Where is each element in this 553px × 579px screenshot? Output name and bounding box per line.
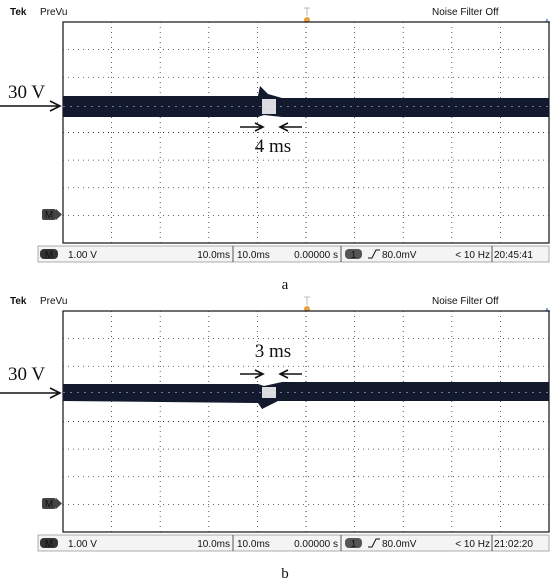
mode: PreVu (40, 7, 67, 18)
channel: M (45, 250, 53, 261)
caption: a (282, 277, 289, 293)
noise-filter: Noise Filter Off (432, 296, 499, 307)
waveform-gap (262, 387, 276, 398)
trigger-level: 80.0mV (382, 539, 417, 550)
interval-label: 3 ms (255, 341, 291, 362)
timebase: 10.0ms (197, 250, 230, 261)
position: 0.00000 s (294, 539, 338, 550)
timebase: 10.0ms (197, 539, 230, 550)
trigger-channel: 1 (351, 539, 357, 550)
frequency: < 10 Hz (455, 250, 490, 261)
volts: 1.00 V (68, 539, 97, 550)
brand: Tek (10, 296, 27, 307)
marker-label: M (45, 499, 53, 510)
clock-time: 21:02:20 (494, 539, 533, 550)
scope-panel: Tek PreVu Noise Filter Off 30 V 3 ms M M 1.00 V… (0, 296, 550, 579)
mode: PreVu (40, 296, 67, 307)
caption: b (281, 566, 289, 579)
marker-label: M (45, 210, 53, 221)
marker-tip (56, 209, 62, 220)
delay: 10.0ms (237, 250, 270, 261)
clock-time: 20:45:41 (494, 250, 533, 261)
marker-tip (56, 498, 62, 509)
level-arrow (0, 388, 60, 398)
waveform-gap (262, 99, 276, 114)
trigger-level: 80.0mV (382, 250, 417, 261)
position: 0.00000 s (294, 250, 338, 261)
trigger-position-stem (304, 297, 310, 305)
volts: 1.00 V (68, 250, 97, 261)
level-label: 30 V (8, 364, 45, 385)
figure: Tek PreVu Noise Filter Off 30 V 4 ms M M 1.00 V… (0, 0, 553, 579)
brand: Tek (10, 7, 27, 18)
interval-label: 4 ms (255, 136, 291, 157)
channel: M (45, 539, 53, 550)
trigger-position-stem (304, 8, 310, 16)
frequency: < 10 Hz (455, 539, 490, 550)
delay: 10.0ms (237, 539, 270, 550)
level-label: 30 V (8, 82, 45, 103)
noise-filter: Noise Filter Off (432, 7, 499, 18)
trigger-channel: 1 (351, 250, 357, 261)
scope-panel: Tek PreVu Noise Filter Off 30 V 4 ms M M 1.00 V… (0, 7, 550, 293)
